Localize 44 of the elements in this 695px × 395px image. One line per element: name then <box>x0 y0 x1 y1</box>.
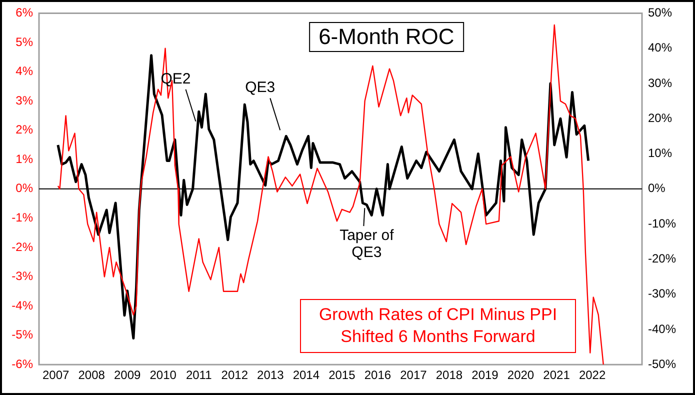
x-tick-label: 2019 <box>472 368 499 382</box>
y-tick-label: -6% <box>12 356 34 371</box>
y2-tick-label: -20% <box>648 251 676 266</box>
x-tick-label: 2016 <box>364 368 392 382</box>
x-tick-label: 2017 <box>400 368 428 382</box>
y-tick-label: -5% <box>12 328 34 342</box>
x-tick-label: 2007 <box>42 368 70 382</box>
y-tick-label: -3% <box>12 269 34 284</box>
y-tick-label: 0% <box>16 181 34 196</box>
y2-tick-label: 40% <box>648 40 672 55</box>
x-tick-label: 2008 <box>78 368 106 382</box>
x-tick-label: 2015 <box>328 368 356 382</box>
y-tick-label: -4% <box>12 298 34 312</box>
series-label: Growth Rates of CPI Minus PPI Shifted 6 Months Forward <box>318 304 558 348</box>
y-tick-label: -2% <box>12 240 34 254</box>
x-tick-label: 2018 <box>436 368 463 382</box>
x-tick-label: 2009 <box>114 368 142 382</box>
x-tick-label: 2014 <box>292 368 320 382</box>
y2-tick-label: 20% <box>648 110 672 125</box>
y-tick-label: 4% <box>16 64 34 78</box>
x-tick-label: 2011 <box>186 368 212 382</box>
y2-tick-label: 30% <box>648 76 672 90</box>
y2-tick-label: 50% <box>648 6 672 20</box>
y-tick-label: 6% <box>16 6 34 20</box>
y2-tick-label: 0% <box>648 181 666 196</box>
y2-tick-label: -50% <box>648 356 676 371</box>
y-tick-label: 2% <box>16 122 34 137</box>
y2-tick-label: -40% <box>648 322 676 336</box>
x-tick-label: 2010 <box>150 368 177 382</box>
annotation: QE3 <box>245 79 276 96</box>
y-tick-label: 3% <box>16 93 34 108</box>
y-tick-label: 5% <box>16 34 34 49</box>
x-tick-label: 2022 <box>578 368 606 382</box>
y2-tick-label: -10% <box>648 216 676 230</box>
x-tick-label: 2021 <box>543 368 570 382</box>
y2-tick-label: 10% <box>648 146 672 160</box>
annotation: Taper of QE3 <box>340 227 395 262</box>
x-tick-label: 2020 <box>507 368 534 382</box>
text: 6-Month ROC <box>308 22 464 52</box>
x-tick-label: 2012 <box>221 368 248 382</box>
y2-tick-label: -30% <box>648 286 676 301</box>
x-tick-label: 2013 <box>257 368 284 382</box>
y-tick-label: 1% <box>16 152 34 166</box>
y-tick-label: -1% <box>12 210 34 224</box>
